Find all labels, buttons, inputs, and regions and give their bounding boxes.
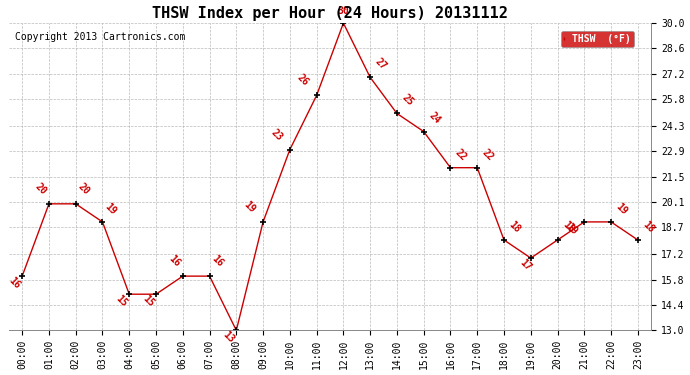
Text: 19: 19 xyxy=(103,201,118,216)
Text: 15: 15 xyxy=(140,293,156,309)
Text: 16: 16 xyxy=(6,275,22,291)
Text: 18: 18 xyxy=(507,219,522,234)
Text: 13: 13 xyxy=(221,329,236,345)
Text: 18: 18 xyxy=(641,219,656,234)
Text: 24: 24 xyxy=(426,111,442,126)
Text: 20: 20 xyxy=(33,181,48,196)
Text: 26: 26 xyxy=(295,73,311,88)
Text: 16: 16 xyxy=(167,254,182,269)
Title: THSW Index per Hour (24 Hours) 20131112: THSW Index per Hour (24 Hours) 20131112 xyxy=(152,6,508,21)
Text: 19: 19 xyxy=(242,199,257,214)
Text: Copyright 2013 Cartronics.com: Copyright 2013 Cartronics.com xyxy=(15,32,186,42)
Text: 18: 18 xyxy=(560,219,576,234)
Text: 22: 22 xyxy=(453,147,469,162)
Text: 17: 17 xyxy=(518,257,533,273)
Text: 25: 25 xyxy=(400,93,415,108)
Text: 30: 30 xyxy=(337,6,349,16)
Text: 19: 19 xyxy=(563,221,579,236)
Text: 27: 27 xyxy=(373,57,388,72)
Text: 16: 16 xyxy=(210,254,225,269)
Text: 22: 22 xyxy=(480,147,495,162)
Text: 23: 23 xyxy=(269,127,284,142)
Text: 20: 20 xyxy=(76,181,92,196)
Text: 15: 15 xyxy=(114,293,129,309)
Legend: THSW  (°F): THSW (°F) xyxy=(561,31,633,47)
Text: 19: 19 xyxy=(614,201,629,216)
